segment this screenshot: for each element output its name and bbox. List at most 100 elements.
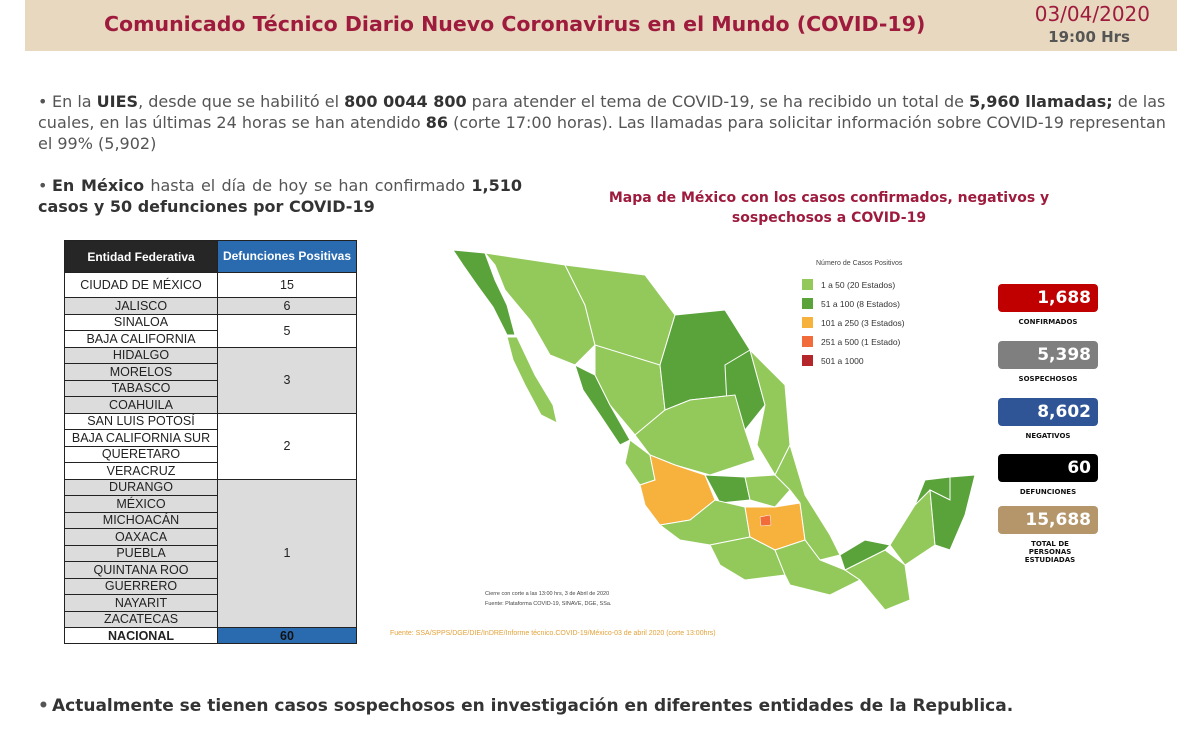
footer-paragraph: • Actualmente se tienen casos sospechosos… [38, 696, 1013, 717]
table-row: VERACRUZ [64, 462, 357, 480]
case-summary: 1,510 casos y 50 defunciones por COVID-1… [38, 176, 522, 216]
state-name: TABASCO [64, 379, 218, 397]
state-name: HIDALGO [64, 346, 218, 364]
bullet-icon: • [38, 696, 49, 716]
state-name: CIUDAD DE MÉXICO [64, 272, 218, 298]
text-run: de las cuales, en las últimas 24 horas s… [38, 92, 1166, 132]
stat-total: 15,688 TOTAL DE PERSONAS ESTUDIADAS [998, 506, 1098, 564]
state-name: QUERETARO [64, 445, 218, 463]
stat-label: SOSPECHOSOS [1018, 375, 1078, 383]
state-name: DURANGO [64, 478, 218, 496]
death-count: 2 [217, 412, 357, 480]
header-band [25, 0, 1177, 51]
death-count: 3 [217, 346, 357, 414]
text-run: (corte 17:00 horas). Las llamadas para s… [38, 113, 1166, 153]
report-time: 19:00 Hrs [1048, 28, 1130, 46]
map-legend: Número de Casos Positivos 1 a 50 (20 Est… [802, 260, 905, 370]
death-count: 1 [217, 478, 357, 628]
stat-value: 8,602 [998, 398, 1098, 426]
legend-swatch [802, 336, 813, 347]
legend-title: Número de Casos Positivos [816, 260, 903, 267]
map-veracruz [774, 443, 841, 561]
state-name: JALISCO [64, 297, 218, 315]
legend-item: 1 a 50 (20 Estados) [802, 275, 905, 294]
total-row: NACIONAL 60 [64, 627, 357, 644]
state-name: ZACATECAS [64, 610, 218, 628]
map-note-2: Fuente: Plataforma COVID-19, SINAVE, DGE… [485, 601, 612, 607]
stat-defunciones: 60 DEFUNCIONES [998, 454, 1098, 496]
stat-value: 5,398 [998, 341, 1098, 369]
table-row: CIUDAD DE MÉXICO 15 [64, 272, 357, 298]
legend-item: 51 a 100 (8 Estados) [802, 294, 905, 313]
stat-sospechosos: 5,398 SOSPECHOSOS [998, 341, 1098, 383]
table-row: DURANGO 1 [64, 478, 357, 628]
text-run: hasta el día de hoy se han confirmado [144, 176, 472, 195]
stat-label: TOTAL DE PERSONAS ESTUDIADAS [1024, 540, 1076, 564]
map-baja-california-sur [506, 336, 558, 424]
state-name: MORELOS [64, 363, 218, 381]
stat-label: NEGATIVOS [1025, 432, 1071, 440]
bullet-icon: • [38, 176, 48, 195]
state-name: QUINTANA ROO [64, 561, 218, 579]
legend-item: 501 a 1000 [802, 351, 905, 370]
map-quintana-roo [929, 474, 976, 551]
legend-label: 51 a 100 (8 Estados) [821, 298, 900, 309]
state-name: GUERRERO [64, 577, 218, 595]
legend-label: 101 a 250 (3 Estados) [821, 317, 905, 328]
deaths-table: Entidad Federativa Defunciones Positivas… [64, 240, 357, 644]
map-note-1: Cierre con corte a las 13:00 hrs, 3 de A… [485, 591, 610, 597]
table-row: QUERETARO [64, 445, 357, 463]
stat-value: 15,688 [998, 506, 1098, 534]
state-name: MICHOACÁN [64, 511, 218, 529]
legend-item: 101 a 250 (3 Estados) [802, 313, 905, 332]
stat-label: CONFIRMADOS [1018, 318, 1078, 326]
state-name: SAN LUIS POTOSÍ [64, 412, 218, 430]
header-entity: Entidad Federativa [64, 240, 218, 273]
state-name: MÉXICO [64, 495, 218, 513]
source-note: Fuente: SSA/SPPS/DGE/DIE/InDRE/Informe t… [390, 630, 716, 637]
map-note: Cierre con corte a las 13:00 hrs, 3 de A… [485, 589, 611, 609]
text-run: , desde que se habilitó el [138, 92, 345, 111]
map-tabasco [839, 539, 892, 571]
table-row: PUEBLA [64, 544, 357, 562]
death-count: 5 [217, 313, 357, 348]
stat-value: 60 [998, 454, 1098, 482]
legend-label: 1 a 50 (20 Estados) [821, 279, 896, 290]
legend-swatch [802, 279, 813, 290]
table-row: TABASCO [64, 379, 357, 397]
state-name: NAYARIT [64, 594, 218, 612]
state-name: OAXACA [64, 528, 218, 546]
table-row: SAN LUIS POTOSÍ 2 [64, 412, 357, 480]
table-row: BAJA CALIFORNIA [64, 330, 357, 348]
stat-confirmados: 1,688 CONFIRMADOS [998, 284, 1098, 326]
bullet-icon: • [38, 92, 48, 111]
state-name: SINALOA [64, 313, 218, 331]
page-title: Comunicado Técnico Diario Nuevo Coronavi… [104, 12, 926, 36]
legend-item: 251 a 500 (1 Estado) [802, 332, 905, 351]
state-name: BAJA CALIFORNIA SUR [64, 429, 218, 447]
stat-negativos: 8,602 NEGATIVOS [998, 398, 1098, 440]
table-row: MICHOACÁN [64, 511, 357, 529]
mexico-paragraph: • En México hasta el día de hoy se han co… [38, 175, 522, 217]
state-name: PUEBLA [64, 544, 218, 562]
total-value: 60 [217, 627, 357, 644]
legend-label: 501 a 1000 [821, 355, 864, 366]
text-run: UIES [96, 92, 139, 111]
stat-value: 1,688 [998, 284, 1098, 312]
uies-paragraph: • En la UIES, desde que se habilitó el 80… [38, 91, 1178, 154]
text-run: En México [52, 176, 145, 195]
map-title: Mapa de México con los casos confirmados… [608, 190, 1050, 226]
legend-swatch [802, 298, 813, 309]
calls-24h: 86 [425, 113, 448, 132]
stat-label: DEFUNCIONES [1019, 488, 1077, 496]
legend-swatch [802, 355, 813, 366]
death-count: 15 [217, 272, 357, 298]
table-row: GUERRERO [64, 577, 357, 595]
table-row: JALISCO 6 [64, 297, 357, 315]
legend-label: 251 a 500 (1 Estado) [821, 336, 901, 347]
call-total: 5,960 llamadas; [969, 92, 1113, 111]
mexico-map [452, 249, 976, 611]
state-name: VERACRUZ [64, 462, 218, 480]
total-label: NACIONAL [64, 627, 218, 644]
map-campeche [889, 488, 936, 566]
